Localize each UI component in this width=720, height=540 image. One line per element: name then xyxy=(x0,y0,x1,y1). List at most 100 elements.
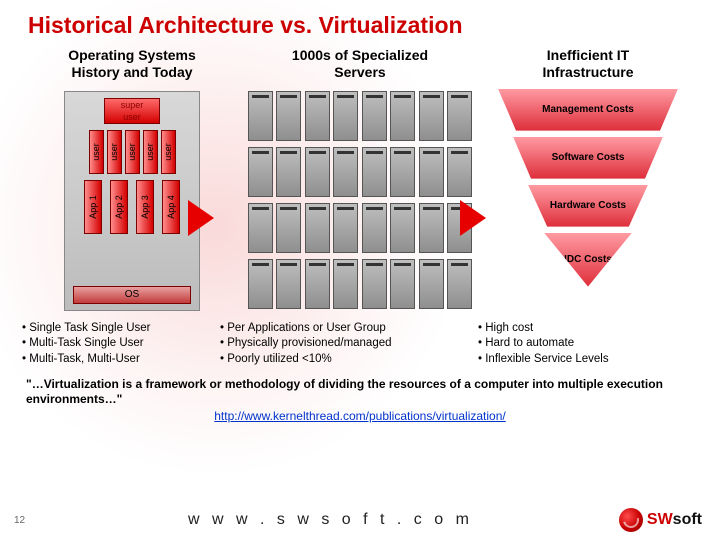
site-url: w w w . s w s o f t . c o m xyxy=(42,511,619,529)
cost-pyramid: Management Costs Software Costs Hardware… xyxy=(498,89,678,309)
app-row: App 1 App 2 App 3 App 4 xyxy=(71,180,193,234)
list-item: Inflexible Service Levels xyxy=(478,352,678,368)
app-label: App 2 xyxy=(114,195,124,219)
server-rack-icon xyxy=(305,203,330,253)
server-rack-icon xyxy=(333,147,358,197)
bullet-section: Single Task Single User Multi-Task Singl… xyxy=(0,315,720,368)
user-box: user xyxy=(161,130,176,174)
server-rack-icon xyxy=(390,91,415,141)
arrow-right-icon xyxy=(188,200,214,236)
list-item: Multi-Task, Multi-User xyxy=(22,352,212,368)
rack-row xyxy=(248,203,472,253)
server-rack-icon xyxy=(248,203,273,253)
page-number: 12 xyxy=(14,515,42,526)
server-rack-icon xyxy=(419,147,444,197)
col-left: Operating Systems History and Today supe… xyxy=(18,47,246,315)
list-item: High cost xyxy=(478,321,678,337)
pyramid-tier: Software Costs xyxy=(513,137,663,179)
arrow-right-icon xyxy=(460,200,486,236)
user-box: user xyxy=(143,130,158,174)
server-rack-icon xyxy=(276,259,301,309)
quote-link[interactable]: http://www.kernelthread.com/publications… xyxy=(26,409,694,424)
super-user-l2: user xyxy=(123,112,141,122)
server-rack-icon xyxy=(419,259,444,309)
server-rack-icon xyxy=(362,91,387,141)
col-right-heading-l1: Inefficient IT xyxy=(547,47,629,63)
server-rack-icon xyxy=(362,147,387,197)
user-row: user user user user user xyxy=(71,130,193,174)
rack-row xyxy=(248,259,472,309)
bullet-col-3: High cost Hard to automate Inflexible Se… xyxy=(478,321,678,368)
server-rack-icon xyxy=(390,259,415,309)
three-column-headers: Operating Systems History and Today supe… xyxy=(0,47,720,315)
os-bar: OS xyxy=(73,286,191,304)
server-rack-icon xyxy=(248,91,273,141)
col-right: Inefficient IT Infrastructure Management… xyxy=(474,47,702,315)
pyramid-tier-label: Software Costs xyxy=(552,152,625,163)
server-rack-icon xyxy=(390,147,415,197)
brand-logo: SWsoft xyxy=(619,508,702,532)
user-label: user xyxy=(145,143,155,161)
server-rack-icon xyxy=(447,259,472,309)
server-rack-icon xyxy=(362,259,387,309)
col-right-heading-l2: Infrastructure xyxy=(542,64,633,80)
pyramid-tier: Hardware Costs xyxy=(528,185,648,227)
footer: 12 w w w . s w s o f t . c o m SWsoft xyxy=(0,508,720,532)
pyramid-tier-label: Hardware Costs xyxy=(550,200,626,211)
server-rack-icon xyxy=(419,91,444,141)
brand-text: SWsoft xyxy=(647,511,702,529)
quote-text: "…Virtualization is a framework or metho… xyxy=(26,377,663,406)
slide-title: Historical Architecture vs. Virtualizati… xyxy=(0,0,720,39)
user-label: user xyxy=(91,143,101,161)
col-center-heading-l1: 1000s of Specialized xyxy=(292,47,428,63)
user-label: user xyxy=(163,143,173,161)
super-user-box: super user xyxy=(104,98,160,124)
pyramid-tier: IDC Costs xyxy=(544,233,632,287)
server-rack-icon xyxy=(419,203,444,253)
app-box: App 2 xyxy=(110,180,128,234)
server-rack-icon xyxy=(248,147,273,197)
col-center-heading-l2: Servers xyxy=(334,64,385,80)
bullet-col-2: Per Applications or User Group Physicall… xyxy=(220,321,470,368)
user-box: user xyxy=(89,130,104,174)
super-user-l1: super xyxy=(121,100,144,110)
pyramid-tier-label: IDC Costs xyxy=(564,254,612,265)
rack-row xyxy=(248,147,472,197)
server-rack-icon xyxy=(248,259,273,309)
server-rack-icon xyxy=(305,147,330,197)
col-right-heading: Inefficient IT Infrastructure xyxy=(474,47,702,81)
user-box: user xyxy=(107,130,122,174)
list-item: Single Task Single User xyxy=(22,321,212,337)
user-label: user xyxy=(109,143,119,161)
pyramid-tier: Management Costs xyxy=(498,89,678,131)
server-rack-icon xyxy=(276,147,301,197)
server-rack-icon xyxy=(362,203,387,253)
col-left-heading-l1: Operating Systems xyxy=(68,47,196,63)
brand-prefix: SW xyxy=(647,511,673,528)
server-rack-icon xyxy=(333,203,358,253)
rack-row xyxy=(248,91,472,141)
list-item: Per Applications or User Group xyxy=(220,321,470,337)
bullet-col-1: Single Task Single User Multi-Task Singl… xyxy=(22,321,212,368)
server-box: super user user user user user user App … xyxy=(64,91,200,311)
brand-suffix: soft xyxy=(673,511,702,528)
app-box: App 1 xyxy=(84,180,102,234)
server-rack-icon xyxy=(276,203,301,253)
col-left-heading-l2: History and Today xyxy=(71,64,192,80)
server-rack-icon xyxy=(333,91,358,141)
col-left-heading: Operating Systems History and Today xyxy=(18,47,246,81)
server-rack-icon xyxy=(276,91,301,141)
col-center: 1000s of Specialized Servers xyxy=(246,47,474,315)
server-rack-icon xyxy=(333,259,358,309)
server-rack-icon xyxy=(447,147,472,197)
list-item: Multi-Task Single User xyxy=(22,336,212,352)
server-farm xyxy=(248,91,472,309)
list-item: Physically provisioned/managed xyxy=(220,336,470,352)
app-box: App 4 xyxy=(162,180,180,234)
server-rack-icon xyxy=(305,91,330,141)
user-label: user xyxy=(127,143,137,161)
list-item: Poorly utilized <10% xyxy=(220,352,470,368)
server-rack-icon xyxy=(390,203,415,253)
server-rack-icon xyxy=(447,91,472,141)
server-rack-icon xyxy=(305,259,330,309)
